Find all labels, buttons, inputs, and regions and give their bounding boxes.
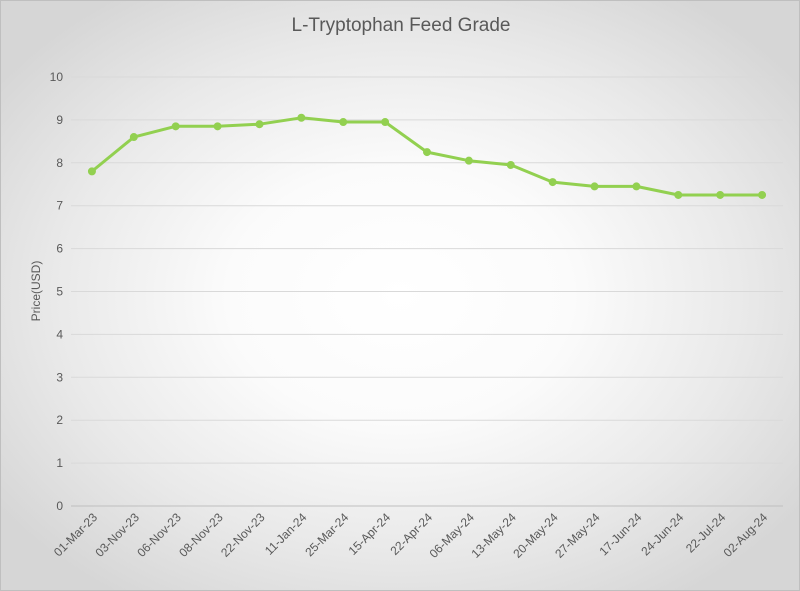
data-point <box>716 190 725 199</box>
x-tick-label: 24-Jun-24 <box>638 510 686 558</box>
x-tick-label: 15-Apr-24 <box>346 510 394 558</box>
y-tick-label: 5 <box>56 285 63 299</box>
data-point <box>464 156 473 165</box>
y-tick-label: 4 <box>56 327 63 341</box>
data-point <box>548 178 557 187</box>
data-point <box>423 148 431 157</box>
data-point <box>129 133 138 142</box>
x-tick-label: 08-Nov-23 <box>176 510 226 560</box>
data-point <box>297 113 306 122</box>
series-line <box>90 116 764 197</box>
x-tick-label: 17-Jun-24 <box>596 510 644 558</box>
data-point <box>674 190 683 199</box>
data-point <box>506 160 515 169</box>
chart-title: L-Tryptophan Feed Grade <box>291 15 511 36</box>
x-tick-label: 25-Mar-24 <box>302 510 351 559</box>
data-point <box>255 120 264 129</box>
x-tick-label: 27-May-24 <box>552 510 603 561</box>
y-tick-label: 0 <box>56 499 63 513</box>
data-point <box>381 118 390 127</box>
data-point <box>590 182 599 191</box>
x-tick-label: 22-Nov-23 <box>218 510 268 560</box>
x-tick-label: 01-Mar-23 <box>51 510 100 559</box>
y-tick-label: 7 <box>56 199 63 213</box>
data-point <box>213 122 222 131</box>
y-tick-label: 6 <box>56 242 63 256</box>
y-tick-label: 2 <box>56 413 63 427</box>
y-tick-label: 9 <box>56 113 63 127</box>
x-tick-label: 06-Nov-23 <box>134 510 184 560</box>
data-point <box>339 118 348 127</box>
data-point <box>758 190 767 199</box>
x-tick-label: 03-Nov-23 <box>92 510 142 560</box>
y-tick-label: 3 <box>56 370 63 384</box>
data-point <box>87 167 96 176</box>
y-tick-label: 1 <box>56 456 63 470</box>
data-point <box>171 122 180 131</box>
y-tick-label: 8 <box>56 156 63 170</box>
y-tick-label: 10 <box>50 70 64 84</box>
data-point <box>632 182 641 191</box>
x-tick-label: 02-Aug-24 <box>721 510 771 560</box>
